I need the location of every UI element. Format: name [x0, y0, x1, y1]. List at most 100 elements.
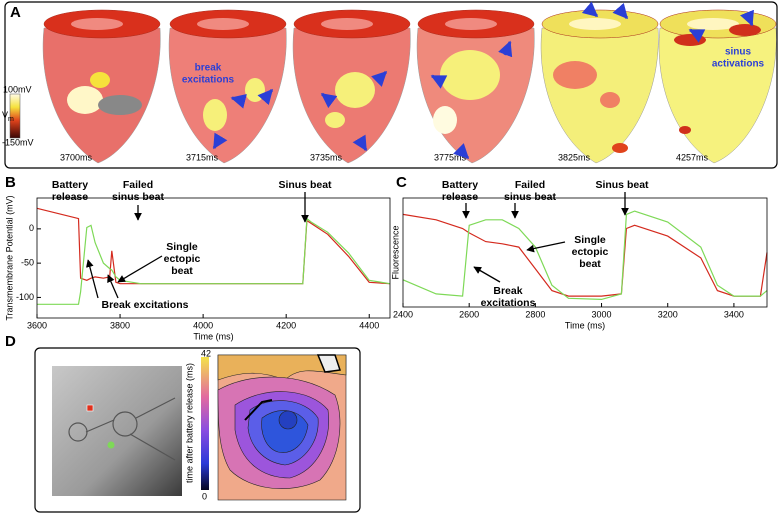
annotation: beat	[171, 265, 193, 277]
colorbar-title: time after battery release (ms)	[184, 363, 194, 483]
annotation: activations	[712, 59, 765, 70]
vessels	[68, 397, 176, 461]
annotation: excitations	[182, 75, 235, 86]
blue-arrow	[688, 28, 706, 43]
x-tick-label: 2800	[525, 309, 545, 319]
annotation: Failed	[123, 179, 153, 191]
annotation: Single	[166, 241, 198, 253]
charts: B 3600 3800 4000 4200 4400 -100 -50 0 Time (ms) Tr…	[4, 174, 768, 341]
series-line	[37, 217, 391, 305]
annotation-arrow	[107, 274, 119, 299]
x-tick-label: 3800	[110, 320, 130, 330]
y-tick-label: -50	[21, 258, 34, 268]
series-line	[402, 210, 768, 301]
y-tick-label: -100	[16, 292, 34, 302]
x-tick-label: 2600	[459, 309, 479, 319]
activation-region	[729, 24, 761, 36]
colorbar	[201, 357, 209, 490]
heart-cavity	[321, 18, 373, 30]
panel-label: A	[10, 4, 21, 21]
time-label: 3715ms	[186, 152, 219, 162]
activation-region	[98, 95, 142, 115]
blue-arrow	[212, 132, 228, 150]
colorbar-min: 0	[202, 491, 207, 501]
annotation: Failed	[515, 179, 545, 191]
blue-arrow	[430, 74, 448, 89]
hearts: 3700ms 3715ms 3735ms 3775ms 3825ms 4257ms	[42, 1, 777, 164]
annotation: sinus beat	[112, 191, 164, 203]
heart-cavity	[569, 18, 621, 30]
annotation: Single	[574, 234, 606, 246]
y-axis-label: Transmembrane Potential (mV)	[4, 195, 14, 320]
x-tick-label: 3600	[27, 320, 47, 330]
chart: C 2400 2600 2800 3000 3200 3400 Time (ms) Fluore…	[390, 174, 768, 330]
panel-label: B	[5, 174, 16, 191]
time-label: 4257ms	[676, 152, 709, 162]
activation-region	[245, 78, 265, 102]
colorbar-symbol: Vm	[2, 110, 14, 122]
time-label: 3825ms	[558, 152, 591, 162]
blue-arrow	[230, 93, 247, 109]
activation-region	[440, 50, 500, 100]
colorbar-min: -150mV	[2, 137, 34, 147]
panel-label: D	[5, 333, 16, 350]
blue-arrow	[352, 134, 368, 152]
x-tick-label: 4400	[359, 320, 379, 330]
heart	[168, 27, 287, 164]
plot-frame	[36, 197, 391, 319]
annotation: sinus	[725, 47, 752, 58]
activation-region	[600, 92, 620, 108]
colorbar-max: 100mV	[3, 84, 32, 94]
heart-cavity	[687, 18, 739, 30]
annotation: Sinus beat	[595, 179, 649, 191]
annotation: release	[52, 191, 88, 203]
panel-a-frame	[4, 1, 778, 169]
x-tick-label: 4000	[193, 320, 213, 330]
activation-map	[217, 354, 347, 501]
panel-d-frame	[34, 347, 361, 513]
subscript: m	[8, 116, 14, 123]
blue-arrow	[453, 143, 470, 160]
heart-cavity	[445, 18, 497, 30]
time-label: 3735ms	[310, 152, 343, 162]
heart	[658, 27, 777, 164]
annotation-arrow	[473, 266, 501, 283]
camera-image	[52, 366, 182, 496]
annotation: release	[442, 191, 478, 203]
y-axis-label: Fluorescence	[390, 225, 400, 279]
annotation: beat	[579, 258, 601, 270]
annotation: sinus beat	[504, 191, 556, 203]
series-line	[402, 213, 768, 297]
x-tick-label: 3200	[658, 309, 678, 319]
annotation: Break excitations	[102, 299, 189, 311]
plot-frame	[402, 197, 768, 308]
annotation: Battery	[442, 179, 478, 191]
x-axis-label: Time (ms)	[193, 331, 233, 341]
time-label: 3700ms	[60, 152, 93, 162]
annotation: Break	[493, 285, 522, 297]
activation-region	[203, 99, 227, 131]
annotation-arrow	[86, 259, 99, 299]
x-tick-label: 3000	[592, 309, 612, 319]
colorbar-max: 42	[201, 348, 211, 358]
series-line	[36, 207, 391, 285]
time-label: 3775ms	[434, 152, 467, 162]
annotation: break	[195, 63, 222, 74]
chart: B 3600 3800 4000 4200 4400 -100 -50 0 Time (ms) Tr…	[4, 174, 391, 341]
y-tick-label: 0	[29, 223, 34, 233]
x-tick-label: 2400	[393, 309, 413, 319]
activation-region	[67, 86, 103, 114]
x-tick-label: 3400	[724, 309, 744, 319]
heart	[540, 27, 659, 164]
annotation-arrow	[526, 241, 566, 253]
blue-arrow	[740, 9, 754, 27]
activation-region	[679, 126, 691, 134]
blue-arrow	[257, 88, 274, 106]
annotation: ectopic	[164, 253, 201, 265]
activation-region	[674, 34, 706, 46]
blue-arrow	[320, 92, 338, 109]
blue-arrow	[371, 70, 388, 87]
annotation: Battery	[52, 179, 88, 191]
blue-arrow	[498, 40, 513, 58]
